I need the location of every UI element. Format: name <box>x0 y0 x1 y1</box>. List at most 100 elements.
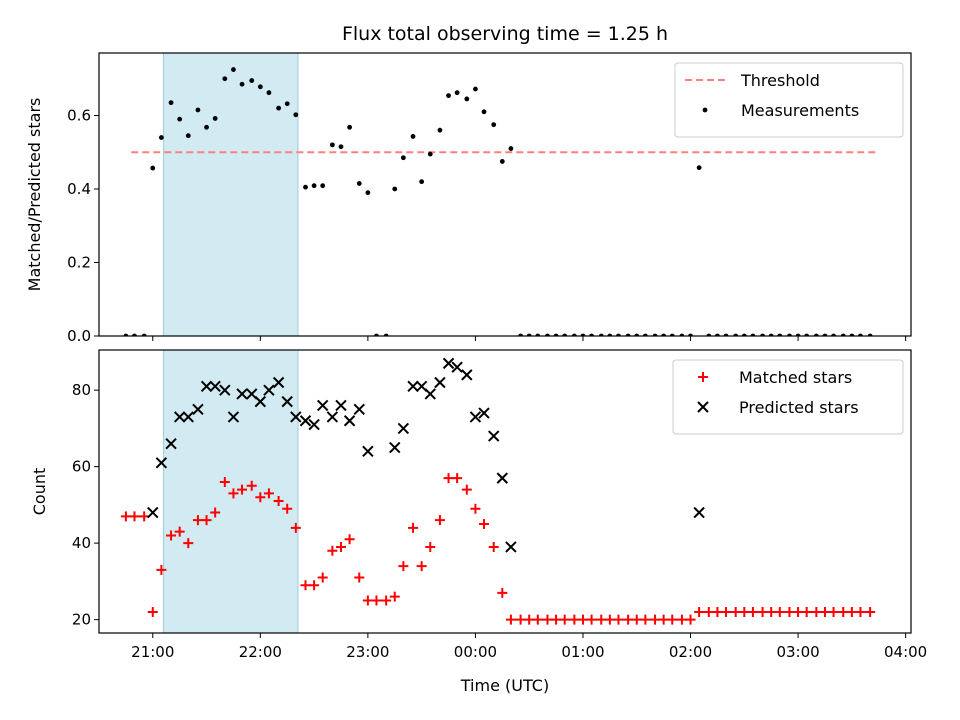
measurement-point <box>427 151 433 157</box>
measurement-point <box>437 127 443 133</box>
y-tick-label: 0.0 <box>67 327 91 345</box>
matched-star-point <box>183 538 194 549</box>
predicted-star-point <box>505 541 517 553</box>
matched-star-point <box>327 545 338 556</box>
matched-star-point <box>443 473 454 484</box>
matched-star-point <box>479 519 490 530</box>
x-tick-label: 21:00 <box>131 643 174 661</box>
predicted-star-point <box>469 411 482 423</box>
predicted-star-point <box>442 357 455 370</box>
matched-star-point <box>452 473 463 484</box>
predicted-star-point <box>487 430 500 442</box>
matched-star-point <box>282 503 293 514</box>
matched-star-point <box>273 496 284 507</box>
predicted-star-point <box>353 403 365 415</box>
matched-star-point <box>425 541 436 552</box>
axes-frame <box>98 52 912 337</box>
matched-star-point <box>559 614 570 625</box>
predicted-star-point <box>496 472 509 484</box>
matched-star-point <box>774 606 785 617</box>
matched-star-point <box>120 511 131 522</box>
matched-star-point <box>381 595 392 606</box>
matched-star-point <box>139 511 150 522</box>
measurement-point <box>249 78 255 83</box>
matched-star-point <box>255 492 266 503</box>
matched-star-point <box>344 534 355 545</box>
measurement-point <box>702 107 708 113</box>
matched-star-point <box>542 614 553 625</box>
matched-star-point <box>784 606 795 617</box>
matched-star-point <box>317 572 328 583</box>
y-tick-label: 0.4 <box>67 180 91 198</box>
measurement-point <box>696 165 702 171</box>
matched-star-point <box>730 606 741 617</box>
y-tick-label: 80 <box>72 381 91 399</box>
matched-star-point <box>416 561 427 572</box>
measurement-point <box>231 67 236 72</box>
predicted-star-point <box>397 422 410 435</box>
chart-title: Flux total observing time = 1.25 h <box>342 23 668 45</box>
x-tick-label: 00:00 <box>454 643 497 661</box>
predicted-star-point <box>693 506 705 519</box>
matched-star-point <box>631 614 642 625</box>
matched-star-point <box>569 614 580 625</box>
predicted-star-point <box>165 437 177 450</box>
matched-star-point <box>166 530 177 541</box>
measurement-point <box>276 105 282 111</box>
matched-star-point <box>515 614 526 625</box>
bottom-panel-counts: 20 40 60 80 21:00 22:00 23:00 00:00 01:00 02:00 03… <box>30 349 927 661</box>
measurement-point <box>222 76 228 82</box>
matched-star-point <box>219 476 230 487</box>
measurement-point <box>311 183 317 189</box>
measurement-point <box>185 133 191 139</box>
legend-label: Matched stars <box>739 368 852 387</box>
matched-star-point <box>577 614 588 625</box>
matched-star-point <box>237 484 248 495</box>
predicted-star-point <box>362 445 374 458</box>
x-tick-label: 01:00 <box>561 643 604 661</box>
matched-star-point <box>766 606 777 617</box>
observing-window-shade <box>163 349 299 634</box>
series-predicted-stars <box>147 357 705 553</box>
predicted-star-point <box>281 395 293 408</box>
measurement-point <box>392 186 398 192</box>
matched-star-point <box>398 561 409 572</box>
matched-star-point <box>470 503 481 514</box>
matched-star-point <box>371 595 382 606</box>
matched-star-point <box>389 591 400 602</box>
measurement-point <box>446 93 451 99</box>
predicted-star-point <box>219 384 231 396</box>
matched-star-point <box>694 606 705 617</box>
predicted-star-point <box>263 384 275 396</box>
matched-star-point <box>801 606 812 617</box>
measurement-point <box>177 116 183 122</box>
matched-star-point <box>246 480 257 491</box>
matched-star-point <box>613 614 624 625</box>
matched-star-point <box>174 526 185 537</box>
matched-star-point <box>488 541 499 552</box>
plot-area <box>123 67 876 336</box>
measurement-point <box>293 112 299 118</box>
matched-star-point <box>811 606 822 617</box>
predicted-star-point <box>200 380 213 393</box>
measurement-point <box>454 90 460 96</box>
matched-star-point <box>676 614 687 625</box>
predicted-star-point <box>236 388 248 400</box>
measurement-point <box>158 135 164 140</box>
measurement-point <box>320 183 326 189</box>
matched-star-point <box>263 488 274 499</box>
predicted-star-point <box>254 395 267 408</box>
measurement-point <box>338 144 344 150</box>
measurement-point <box>410 134 416 139</box>
predicted-star-point <box>299 415 312 427</box>
predicted-star-point <box>389 441 401 454</box>
measurement-point <box>473 86 478 92</box>
predicted-star-point <box>147 506 159 519</box>
matched-star-point <box>757 606 768 617</box>
matched-star-point <box>596 614 607 625</box>
matched-star-point <box>667 614 678 625</box>
measurement-point <box>491 122 497 128</box>
matched-star-point <box>551 614 562 625</box>
measurement-point <box>239 81 245 87</box>
